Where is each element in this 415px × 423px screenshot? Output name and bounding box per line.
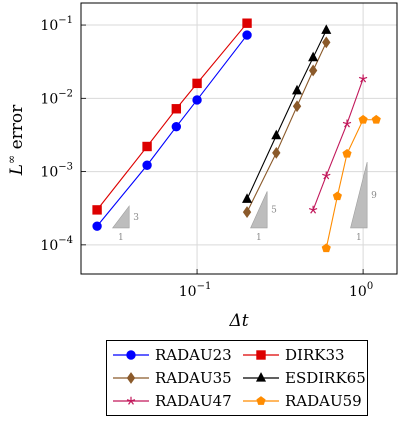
legend-label: RADAU47 [155,392,232,410]
slope-rise-label: 5 [271,206,277,216]
legend-symbol [243,372,279,382]
legend-marker [126,396,136,405]
data-point [142,141,152,152]
legend: RADAU23 DIRK33 RADAU35 ESDIRK65 RADAU47 RADAU… [106,340,368,416]
data-point [272,146,281,159]
legend-item-radau59: RADAU59 [241,390,362,412]
data-point [171,121,182,132]
series-line [96,34,248,227]
series-radau23 [92,30,252,231]
data-point [92,221,102,231]
legend-label: RADAU35 [155,369,232,387]
data-point [242,193,253,203]
data-point [321,24,332,34]
data-point [371,114,381,124]
legend-item-radau23: RADAU23 [111,344,232,366]
data-point [142,160,152,170]
legend-marker [126,350,136,360]
data-point [322,171,331,180]
legend-label: RADAU23 [155,346,232,364]
series-radau47 [308,74,368,214]
legend-label: ESDIRK65 [285,369,366,387]
slope-rise-label: 3 [133,213,139,223]
legend-item-dirk33: DIRK33 [241,344,345,366]
data-point [271,129,282,140]
legend-symbol [113,350,149,360]
series-radau35 [242,36,331,218]
legend-symbol [243,350,279,360]
legend-item-radau47: RADAU47 [111,390,232,412]
data-point [292,100,302,113]
x-tick-label: 100 [349,281,373,300]
y-tick-label: 10−1 [40,15,73,34]
x-tick-label: 10−1 [179,281,212,300]
tick-labels: 10−1 100 10−4 10−3 10−2 10−1 [40,15,373,300]
legend-symbol [243,396,279,405]
legend-symbol [113,396,149,405]
data-point [342,148,352,158]
data-point [308,64,318,77]
legend-marker [256,396,266,405]
data-point [242,206,252,218]
legend-item-radau35: RADAU35 [111,367,232,389]
y-tick-label: 10−3 [40,162,73,181]
series [92,18,381,253]
legend-marker [256,350,266,360]
y-axis-label: L∞ error [5,104,27,176]
series-radau59 [321,114,381,253]
grid [81,3,397,274]
data-point [322,36,331,49]
data-point [308,205,318,214]
data-point [321,243,331,253]
series-line [96,22,248,211]
slope-rise-label: 9 [371,191,377,201]
y-tick-label: 10−2 [40,88,73,107]
slope-triangle [350,161,368,229]
data-point [242,30,252,40]
data-point [192,95,202,105]
y-tick-label: 10−4 [40,235,73,254]
slope-run-label: 1 [256,233,262,243]
legend-label: RADAU59 [285,392,362,410]
legend-marker [255,372,267,382]
plot-frame [80,2,398,275]
data-point [171,104,182,114]
series-line [325,119,377,249]
data-point [332,191,342,201]
series-esdirk65 [242,24,332,203]
legend-symbol [113,372,149,384]
slope-triangle [250,191,268,229]
data-point [192,78,202,89]
series-line [312,78,364,211]
data-point [242,18,252,28]
slope-run-label: 1 [118,233,124,243]
x-axis-label: Δt [228,311,248,331]
legend-marker [126,372,136,384]
legend-label: DIRK33 [285,346,345,364]
legend-item-esdirk65: ESDIRK65 [241,367,366,389]
data-point [92,205,102,215]
data-point [342,119,352,128]
data-point [292,84,303,95]
data-point [358,114,368,124]
data-point [358,74,368,83]
slope-triangle [112,205,130,229]
slope-run-label: 1 [356,233,362,243]
data-point [308,51,319,62]
series-dirk33 [92,18,252,215]
